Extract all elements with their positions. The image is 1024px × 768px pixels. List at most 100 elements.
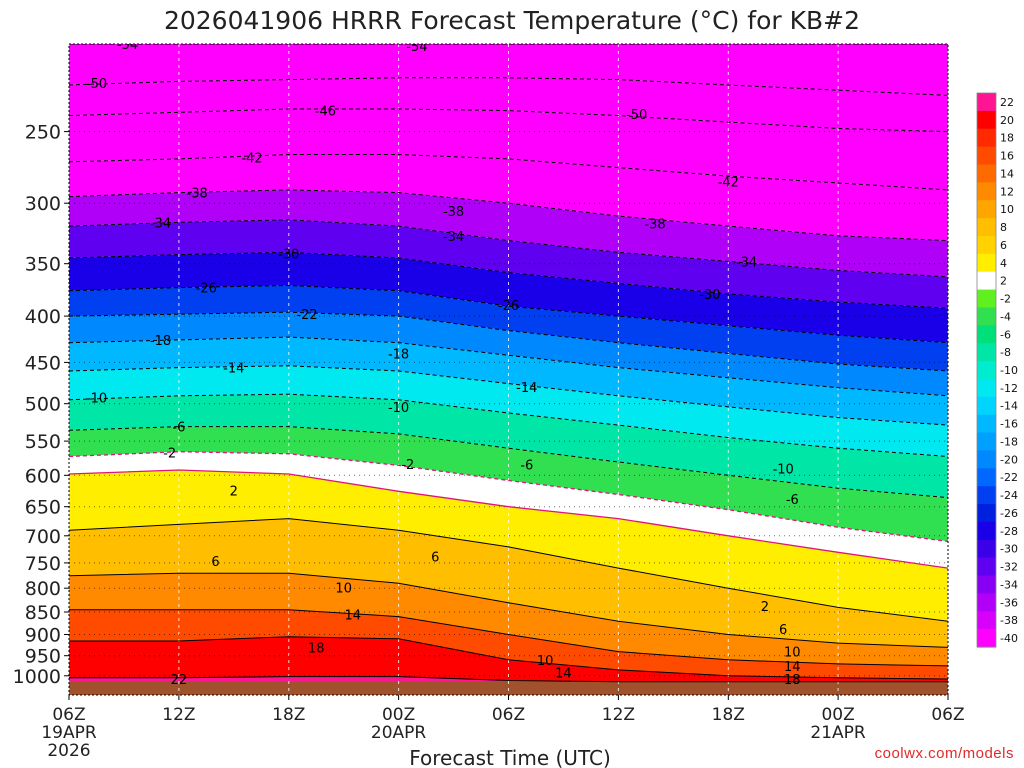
colorbar-label: -14 [1000, 400, 1018, 413]
y-tick-label: 550 [25, 431, 61, 453]
colorbar: 22 20 18 16 14 12 10 8 6 4 2 -2 -4 -6 -8 -10 -12 -14 -16 -1… [976, 92, 1018, 648]
colorbar-label: -28 [1000, 525, 1018, 538]
x-tick-label: 06Z [492, 705, 525, 725]
isotherm-label: -54 [406, 40, 427, 55]
isotherm-label: -6 [172, 421, 185, 436]
isotherm-label: -46 [315, 105, 336, 120]
colorbar-swatch [977, 253, 996, 273]
colorbar-label: -6 [1000, 328, 1011, 341]
colorbar-label: -32 [1000, 561, 1018, 574]
isotherm-label: -54 [117, 38, 138, 53]
isotherm-label: 10 [537, 654, 554, 669]
isotherm-label: -22 [296, 308, 317, 323]
colorbar-swatch [977, 128, 996, 148]
colorbar-swatch [977, 486, 996, 505]
isotherm-label: 18 [784, 673, 801, 688]
colorbar-label: 8 [1000, 221, 1007, 234]
x-tick-label: 18Z [712, 705, 745, 725]
isotherm-line [69, 609, 948, 667]
colorbar-label: 6 [1000, 239, 1007, 252]
isotherm-label: -34 [443, 230, 464, 245]
isotherm-label: -10 [773, 463, 794, 478]
colorbar-swatch [977, 236, 996, 255]
isotherm-label: -26 [498, 299, 519, 314]
isotherm-label: -42 [241, 151, 262, 166]
isotherm-label: -42 [718, 176, 739, 191]
colorbar-label: 22 [1000, 96, 1014, 109]
colorbar-swatch [977, 611, 996, 630]
x-tick-label: 00Z [821, 705, 854, 725]
isotherm-label: -26 [196, 282, 217, 297]
temp-band [69, 426, 948, 542]
isotherm-label: 10 [784, 646, 801, 661]
isotherm-label: 14 [555, 666, 572, 681]
isotherm-label: -18 [388, 348, 409, 363]
colorbar-swatch [977, 504, 996, 523]
colorbar-swatch [977, 521, 996, 541]
colorbar-swatch [977, 110, 996, 130]
colorbar-swatch [977, 629, 996, 648]
credit-text: coolwx.com/models [875, 745, 1014, 762]
isotherm-label: -38 [644, 218, 665, 233]
colorbar-label: -4 [1000, 310, 1011, 323]
isotherm-label: -14 [223, 362, 244, 377]
colorbar-swatch [977, 557, 996, 577]
isotherm-label-layer: -54 -54 -50 -50 -46 -42 -42 -38 -38 -38 -34 -34 -34 -… [86, 38, 801, 688]
y-tick-label: 250 [25, 122, 61, 144]
isotherm-line [69, 426, 948, 499]
colorbar-label: 12 [1000, 185, 1014, 198]
colorbar-swatch [977, 325, 996, 344]
colorbar-swatch [977, 218, 996, 237]
colorbar-swatch [977, 575, 996, 594]
x-tick-label: 12Z [162, 705, 195, 725]
isotherm-label: -38 [443, 205, 464, 220]
isotherm-label: -50 [626, 108, 647, 123]
chart-title: 2026041906 HRRR Forecast Temperature (°C… [164, 6, 860, 35]
y-axis: 2503003504004505005506006507007508008509… [13, 122, 69, 688]
colorbar-swatch [977, 432, 996, 451]
colorbar-label: 20 [1000, 114, 1014, 127]
x-tick-label: 12Z [602, 705, 635, 725]
colorbar-swatch [977, 396, 996, 416]
isotherm-line [69, 451, 948, 543]
isotherm-label: 18 [308, 641, 325, 656]
colorbar-swatch [977, 164, 996, 183]
isotherm-label: -38 [187, 187, 208, 202]
temp-band [69, 77, 948, 132]
y-tick-label: 450 [25, 352, 61, 374]
temp-band [69, 451, 948, 569]
isotherm-label: -18 [150, 334, 171, 349]
x-tick-label: 06Z [931, 705, 964, 725]
colorbar-label: -36 [1000, 596, 1018, 609]
x-tick-label: 06Z [52, 705, 85, 725]
isotherm-label: -6 [786, 493, 799, 508]
colorbar-label: 2 [1000, 275, 1007, 288]
colorbar-swatch [977, 289, 996, 309]
colorbar-label: -8 [1000, 346, 1011, 359]
colorbar-label: -18 [1000, 436, 1018, 449]
x-axis-label: Forecast Time (UTC) [409, 746, 611, 768]
y-tick-label: 750 [25, 553, 61, 575]
colorbar-label: -12 [1000, 382, 1018, 395]
colorbar-label: -22 [1000, 471, 1018, 484]
colorbar-label: -38 [1000, 614, 1018, 627]
isotherm-label: -6 [520, 459, 533, 474]
colorbar-swatch [977, 343, 996, 362]
colorbar-swatch [977, 200, 996, 219]
isotherm-layer [69, 44, 948, 683]
colorbar-label: -24 [1000, 489, 1018, 502]
isotherm-label: -2 [163, 446, 176, 461]
isotherm-line [69, 572, 948, 648]
isotherm-label: -10 [86, 391, 107, 406]
y-tick-label: 600 [25, 465, 61, 487]
y-tick-label: 300 [25, 193, 61, 215]
isotherm-line [69, 393, 948, 457]
isotherm-label: 22 [171, 673, 188, 688]
isotherm-line [69, 518, 948, 622]
y-tick-label: 850 [25, 602, 61, 624]
isotherm-label: 6 [779, 623, 787, 638]
colorbar-label: 18 [1000, 132, 1014, 145]
ground-strip [69, 681, 948, 695]
isotherm-label: 14 [784, 660, 801, 675]
